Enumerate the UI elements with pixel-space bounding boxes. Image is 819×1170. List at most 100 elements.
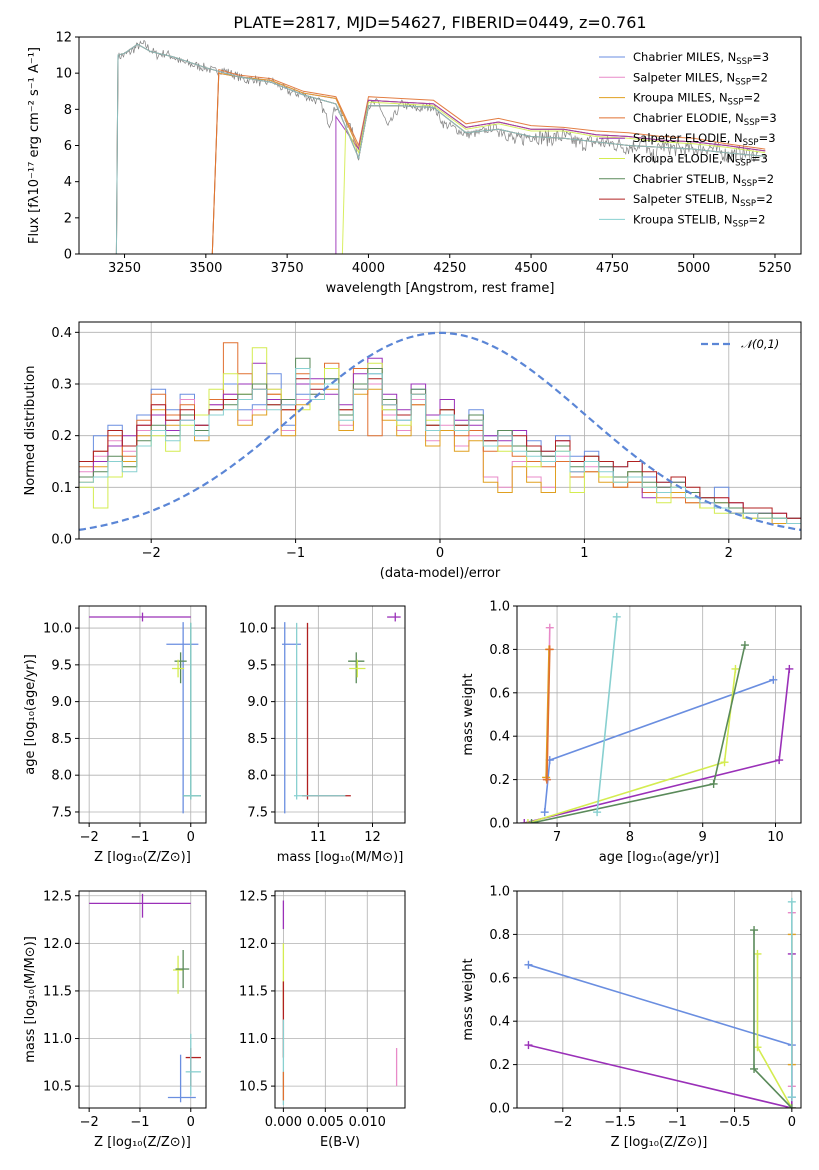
model-spectrum-line <box>341 101 766 254</box>
x-tick-label: 1 <box>580 546 588 561</box>
panel-age-vs-mass: 11 12 7.5 8.0 8.5 9.0 9.5 10.0 mass [log₁₀(M/M⊙)… <box>239 605 406 865</box>
x-tick-label: 7 <box>553 830 561 845</box>
legend-entry: 𝒩(0,1) <box>741 337 779 351</box>
plot-area <box>89 612 201 814</box>
x-axis-label: Z [log₁₀(Z/Z⊙)] <box>611 1135 708 1150</box>
legend-entry: Chabrier STELIB, NSSP=2 <box>633 172 774 189</box>
x-tick-label: 0.000 <box>265 1115 302 1130</box>
x-axis-label: age [log₁₀(age/yr)] <box>599 850 720 865</box>
legend-entry: Chabrier ELODIE, NSSP=3 <box>633 111 777 128</box>
x-tick-label: 5250 <box>758 261 791 276</box>
legend-entry: Salpeter ELODIE, NSSP=3 <box>633 131 776 148</box>
panel-residuals: −2 −1 0 1 2 0.0 0.1 0.2 0.3 0.4 (data-model)/error… <box>23 321 802 581</box>
y-tick-label: 11.0 <box>43 1032 72 1047</box>
x-axis-label: mass [log₁₀(M/M⊙)] <box>277 850 404 865</box>
panel-frame <box>78 605 207 824</box>
panel-mass-vs-Z: −2 −1 0 10.5 11.0 11.5 12.0 12.5 Z [log₁₀(Z/Z⊙)]… <box>23 889 207 1150</box>
x-tick-label: 11 <box>310 830 327 845</box>
x-axis-label: E(B-V) <box>320 1135 360 1150</box>
x-tick-label: −0.5 <box>719 1115 751 1130</box>
legend-entry: Chabrier MILES, NSSP=3 <box>633 50 769 67</box>
y-axis-label: mass weight <box>461 958 476 1040</box>
panel-frame <box>516 890 802 1109</box>
legend-entry: Kroupa MILES, NSSP=2 <box>633 91 760 108</box>
weight-line <box>753 930 793 1108</box>
x-tick-label: 4000 <box>352 261 385 276</box>
model-spectrum-line <box>211 68 766 254</box>
panel-frame <box>274 605 406 824</box>
x-tick-label: −2 <box>80 830 99 845</box>
model-spectrum-line <box>115 43 766 254</box>
x-axis-label: wavelength [Angstrom, rest frame] <box>326 281 555 296</box>
panel-frame <box>78 321 802 540</box>
x-tick-label: 3250 <box>108 261 141 276</box>
plot-layer: 3250 3500 3750 4000 4250 4500 4750 5000 5250 0 2 4 6… <box>23 31 802 1150</box>
x-tick-label: 0.010 <box>349 1115 386 1130</box>
y-tick-label: 8.0 <box>51 769 72 784</box>
y-tick-label: 7.5 <box>51 805 72 820</box>
weight-line <box>531 644 746 823</box>
panel-frame <box>78 890 207 1109</box>
y-tick-label: 11.5 <box>43 984 72 999</box>
x-tick-label: 4750 <box>596 261 629 276</box>
plot-area <box>282 900 398 1106</box>
y-tick-label: 0.8 <box>489 928 510 943</box>
y-tick-label: 0.0 <box>489 817 510 832</box>
y-tick-label: 0.0 <box>489 1102 510 1117</box>
y-tick-label: 0 <box>64 248 72 263</box>
weight-line <box>527 668 737 823</box>
y-tick-label: 11.0 <box>239 1032 268 1047</box>
x-tick-label: 4250 <box>433 261 466 276</box>
panel-weight-vs-Z: −2 −1.5 −1 −0.5 0 0.0 0.2 0.4 0.6 0.8 1.0 Z [log₁₀(… <box>461 885 802 1150</box>
x-tick-label: 4500 <box>515 261 548 276</box>
x-tick-label: 12 <box>364 830 381 845</box>
y-tick-label: 0.2 <box>489 773 510 788</box>
panel-weight-vs-age: 7 8 9 10 0.0 0.2 0.4 0.6 0.8 1.0 age [log₁₀(age/yr… <box>461 600 802 865</box>
x-tick-label: −1 <box>130 1115 149 1130</box>
x-tick-label: 10 <box>767 830 784 845</box>
weight-line <box>545 649 550 778</box>
x-tick-label: −1 <box>668 1115 687 1130</box>
y-tick-label: 12.0 <box>239 937 268 952</box>
weight-line <box>546 649 551 780</box>
x-tick-label: 0.005 <box>307 1115 344 1130</box>
y-axis-label: mass weight <box>461 673 476 755</box>
x-tick-label: −1 <box>286 546 305 561</box>
y-tick-label: 10.5 <box>239 1080 268 1095</box>
plot-area <box>282 612 401 814</box>
x-tick-label: 8 <box>626 830 634 845</box>
y-axis-label: age [log₁₀(age/yr)] <box>23 654 38 775</box>
weight-line <box>543 679 774 813</box>
panel-age-vs-Z: −2 −1 0 7.5 8.0 8.5 9.0 9.5 10.0 Z [log₁₀(Z/Z⊙)] a… <box>23 605 207 865</box>
legend-entry: Kroupa STELIB, NSSP=2 <box>633 212 765 229</box>
y-tick-label: 0.3 <box>51 378 72 393</box>
plot-area <box>524 897 796 1108</box>
gaussian-curve <box>79 331 801 531</box>
figure-title: PLATE=2817, MJD=54627, FIBERID=0449, z=0… <box>233 13 646 32</box>
y-tick-label: 10.0 <box>239 622 268 637</box>
y-tick-label: 1.0 <box>489 885 510 900</box>
x-tick-label: −2 <box>142 546 161 561</box>
y-tick-label: 8 <box>64 103 72 118</box>
x-tick-label: 3750 <box>271 261 304 276</box>
y-tick-label: 0.1 <box>51 481 72 496</box>
x-tick-label: 0 <box>187 830 195 845</box>
y-tick-label: 0.2 <box>51 429 72 444</box>
x-axis-label: Z [log₁₀(Z/Z⊙)] <box>94 850 191 865</box>
weight-line <box>756 953 793 1108</box>
legend: Chabrier MILES, NSSP=3 Salpeter MILES, NS… <box>599 50 777 229</box>
y-tick-label: 0.8 <box>489 643 510 658</box>
x-tick-label: 9 <box>699 830 707 845</box>
x-tick-label: −2 <box>80 1115 99 1130</box>
x-tick-label: 5000 <box>677 261 710 276</box>
x-axis-label: Z [log₁₀(Z/Z⊙)] <box>94 1135 191 1150</box>
panel-spectrum: 3250 3500 3750 4000 4250 4500 4750 5000 5250 0 2 4 6… <box>27 31 802 296</box>
y-tick-label: 10 <box>55 67 72 82</box>
x-axis-label: (data-model)/error <box>380 566 501 581</box>
y-tick-label: 4 <box>64 175 72 190</box>
y-tick-label: 11.5 <box>239 984 268 999</box>
plot-area <box>89 893 201 1103</box>
y-tick-label: 0.6 <box>489 971 510 986</box>
panel-frame <box>274 890 406 1109</box>
x-tick-label: 0 <box>436 546 444 561</box>
